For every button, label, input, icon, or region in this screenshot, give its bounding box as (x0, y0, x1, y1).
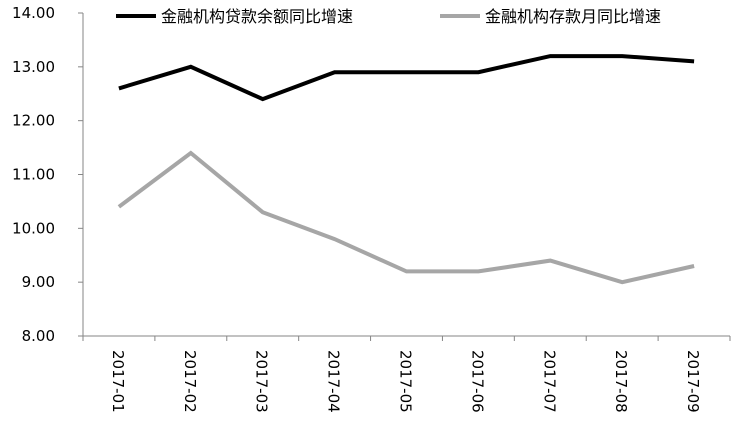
y-tick-label: 11.00 (12, 166, 55, 184)
x-tick-label: 2017-01 (109, 350, 127, 413)
series-line-1 (118, 54, 695, 102)
x-tick-label: 2017-03 (253, 350, 271, 413)
legend: 金融机构贷款余额同比增速 金融机构存款月同比增速 (116, 7, 661, 26)
axes: 8.00 9.00 10.00 11.00 12.00 13.00 14.00 2017-01… (12, 4, 731, 413)
y-tick-label: 14.00 (12, 4, 55, 22)
legend-label-1: 金融机构贷款余额同比增速 (161, 7, 353, 26)
x-tick-label: 2017-04 (325, 350, 343, 413)
x-tick-label: 2017-02 (181, 350, 199, 413)
x-tick-label: 2017-06 (468, 350, 486, 413)
y-tick-label: 12.00 (12, 112, 55, 130)
x-tick-label: 2017-08 (612, 350, 630, 413)
legend-label-2: 金融机构存款月同比增速 (485, 7, 661, 26)
y-tick-label: 13.00 (12, 58, 55, 76)
y-tick-label: 8.00 (22, 327, 55, 345)
y-tick-label: 9.00 (22, 273, 55, 291)
x-tick-label: 2017-05 (397, 350, 415, 413)
series-lines (117, 54, 695, 285)
x-tick-label: 2017-07 (540, 350, 558, 413)
y-tick-label: 10.00 (12, 219, 55, 237)
x-tick-label: 2017-09 (684, 350, 702, 413)
series-line-2 (117, 150, 695, 285)
